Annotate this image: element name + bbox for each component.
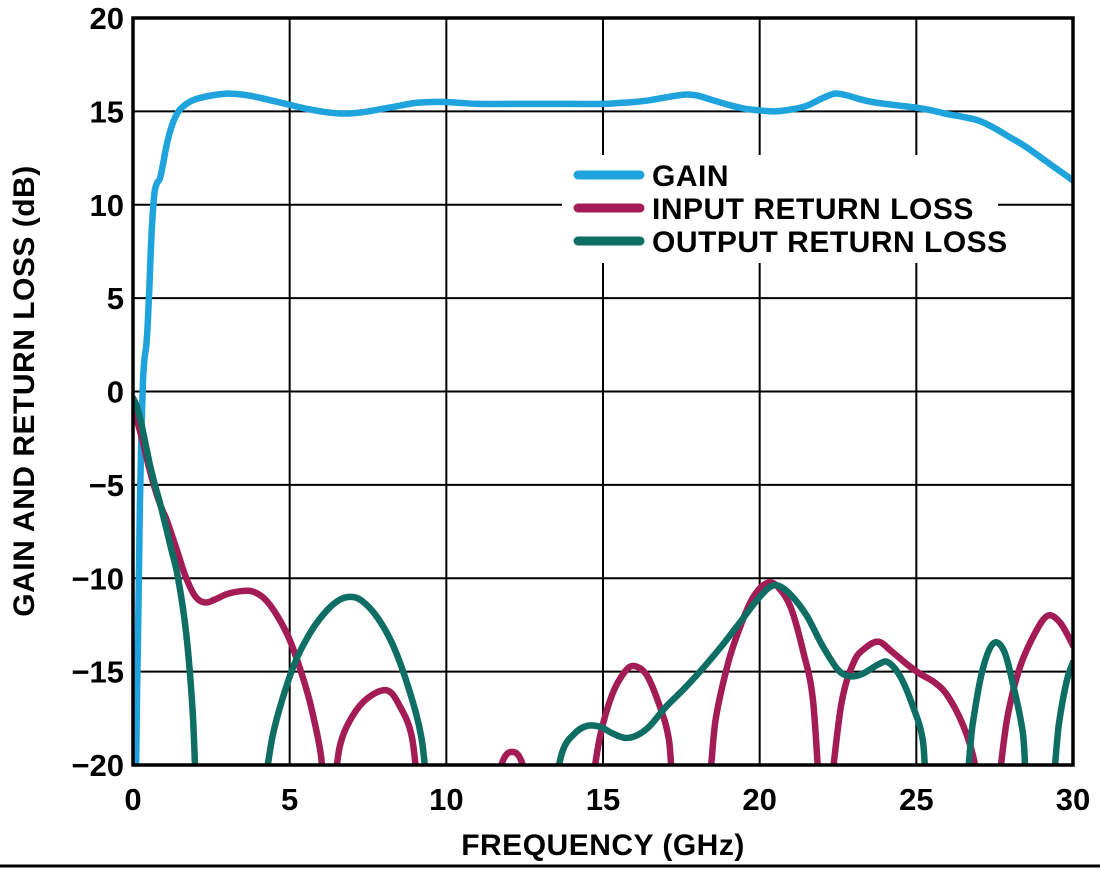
x-tick-label: 15 bbox=[586, 782, 620, 817]
series-layer bbox=[133, 90, 1073, 765]
y-tick-label: 5 bbox=[107, 281, 124, 316]
x-tick-label: 0 bbox=[124, 782, 141, 817]
legend-label: GAIN bbox=[652, 160, 729, 193]
y-tick-label: 15 bbox=[90, 94, 124, 129]
series-line-input-return-loss bbox=[133, 406, 1073, 765]
y-tick-label: 20 bbox=[90, 1, 124, 36]
x-tick-label: 30 bbox=[1056, 782, 1090, 817]
y-tick-label: −10 bbox=[71, 561, 124, 596]
y-tick-label: 0 bbox=[107, 375, 124, 410]
x-tick-label: 20 bbox=[742, 782, 776, 817]
y-tick-label: −20 bbox=[71, 748, 124, 783]
x-axis-title: FREQUENCY (GHz) bbox=[461, 829, 745, 862]
grid-layer bbox=[133, 18, 1073, 765]
x-tick-label: 10 bbox=[429, 782, 463, 817]
y-tick-label: −15 bbox=[71, 655, 124, 690]
series-line-gain bbox=[133, 90, 1073, 765]
legend-label: OUTPUT RETURN LOSS bbox=[652, 226, 1008, 259]
y-tick-label: −5 bbox=[89, 468, 124, 503]
x-tick-label: 25 bbox=[899, 782, 933, 817]
x-tick-label: 5 bbox=[281, 782, 298, 817]
plot-border bbox=[131, 16, 1075, 767]
series-line-output-return-loss bbox=[133, 394, 1073, 765]
y-axis-title: GAIN AND RETURN LOSS (dB) bbox=[8, 165, 41, 616]
legend-label: INPUT RETURN LOSS bbox=[652, 193, 974, 226]
tick-labels: 0 5 10 15 20 25 30 20 15 10 5 0 −5 −10 −15 −20 bbox=[71, 1, 1090, 817]
y-tick-label: 10 bbox=[90, 188, 124, 223]
